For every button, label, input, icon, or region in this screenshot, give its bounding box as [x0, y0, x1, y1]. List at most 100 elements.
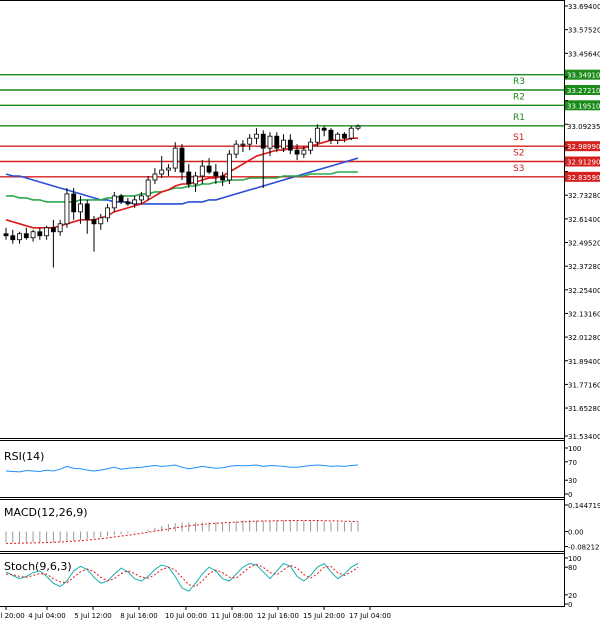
level-name-s3: S3	[513, 164, 524, 174]
candle-body	[260, 133, 266, 149]
candle-body	[91, 219, 97, 225]
candle	[294, 144, 300, 161]
level-name-s2: S2	[513, 148, 524, 158]
candle-body	[125, 201, 131, 205]
candle	[314, 124, 320, 147]
level-label-r3: 33.27210	[567, 87, 600, 95]
candle-body	[247, 137, 253, 145]
candle-body	[84, 203, 90, 221]
candle-body	[50, 227, 56, 233]
level-tag-r3	[565, 84, 600, 95]
candle-body	[145, 179, 151, 197]
candle-body	[233, 143, 239, 155]
candle	[37, 227, 43, 240]
level-label-s3: 32.83590	[567, 174, 600, 182]
price-tick-label: 31.89400	[568, 358, 600, 366]
x-tick-label: 11 Jul 08:00	[211, 612, 253, 620]
candle-body	[314, 127, 320, 143]
candle-body	[355, 125, 361, 129]
candle	[193, 172, 198, 192]
level-name-r2: R2	[513, 92, 525, 102]
level-label-r2: 33.19510	[567, 102, 600, 110]
candle-body	[335, 133, 341, 141]
candle	[44, 225, 50, 240]
top-level-tag	[565, 69, 600, 80]
candle-body	[132, 199, 138, 205]
candle-body	[179, 147, 185, 173]
candle	[84, 199, 90, 234]
candle	[118, 193, 124, 204]
candle-body	[172, 147, 178, 169]
candle-body	[57, 223, 63, 233]
candle	[213, 164, 219, 184]
stoch-label: Stoch(9,6,3)	[4, 560, 72, 573]
price-tick-label: 31.77160	[568, 381, 600, 389]
candle	[260, 130, 266, 188]
price-tick-label: 32.25400	[568, 287, 600, 295]
candle	[220, 172, 226, 186]
candle	[274, 132, 280, 153]
candle-body	[105, 207, 110, 219]
candle-body	[226, 153, 232, 181]
macd-tick-label: 0.144719	[568, 502, 600, 510]
candle-body	[342, 133, 347, 139]
level-name-r3: R3	[513, 77, 525, 87]
x-tick-label: 8 Jul 16:00	[120, 612, 158, 620]
candle	[98, 213, 104, 230]
candle-body	[152, 173, 158, 181]
candle-body	[111, 195, 117, 209]
rsi-tick-label: 30	[568, 477, 577, 485]
candle	[152, 168, 158, 184]
candle-body	[308, 141, 314, 151]
price-tick-label: 33.45640	[568, 50, 600, 58]
x-tick-label: 10 Jul 00:00	[165, 612, 207, 620]
rsi-tick-label: 0	[568, 491, 572, 499]
candle	[91, 215, 97, 252]
candle	[105, 203, 110, 222]
candle-body	[186, 171, 192, 185]
candle	[145, 176, 151, 200]
candle-body	[78, 203, 83, 213]
candle	[281, 134, 286, 153]
price-tick-label: 33.69400	[568, 3, 600, 11]
level-tag-r2	[565, 100, 600, 111]
current-price-label: 33.09235	[567, 123, 600, 131]
candle	[301, 146, 307, 159]
candle	[226, 150, 232, 184]
candle-body	[254, 133, 259, 139]
rsi-tick-label: 70	[568, 459, 577, 467]
price-tick-label: 32.13160	[568, 310, 600, 318]
candle	[287, 134, 293, 155]
level-tag-s2	[565, 156, 600, 167]
candle	[3, 227, 9, 240]
candle	[125, 197, 131, 206]
current-price-tag	[565, 120, 600, 131]
candle	[111, 191, 117, 212]
candle	[172, 142, 178, 173]
candle-body	[267, 135, 273, 149]
candle	[138, 191, 144, 204]
candle	[240, 140, 246, 153]
candle-body	[220, 175, 226, 181]
candle-body	[3, 233, 9, 237]
candle-body	[159, 169, 165, 175]
candle-body	[23, 233, 29, 239]
candle-body	[206, 165, 212, 173]
candle	[166, 164, 171, 177]
candle-body	[348, 127, 354, 139]
stoch-tick-label: 100	[568, 555, 581, 563]
macd-tick-label: 0.00	[568, 529, 584, 537]
candle	[206, 158, 212, 175]
candle	[321, 126, 327, 137]
price-tick-label: 31.65280	[568, 405, 600, 413]
ma-fast-line	[5, 137, 358, 229]
level-label-s1: 32.98990	[567, 143, 600, 151]
candle-body	[30, 231, 36, 239]
candle-body	[328, 129, 334, 141]
candle	[328, 128, 334, 145]
level-tag-s1	[565, 141, 600, 152]
top-level-label: 33.34910	[567, 72, 600, 80]
price-tick-label: 32.61400	[568, 216, 600, 224]
macd-tick-label: -0.08212	[568, 544, 599, 552]
